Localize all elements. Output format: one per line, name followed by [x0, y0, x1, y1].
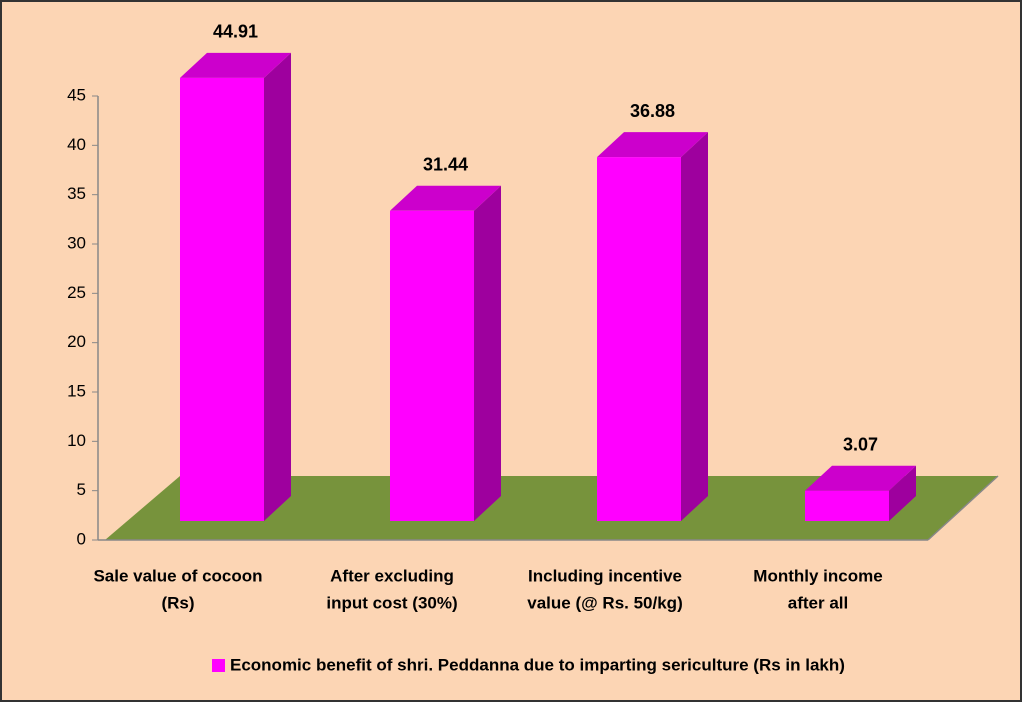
bar-side: [889, 465, 916, 521]
bar-top: [390, 185, 501, 211]
value-label: 3.07: [843, 434, 878, 454]
value-label: 31.44: [423, 155, 468, 175]
bar-side: [474, 185, 501, 522]
y-tick-label: 5: [77, 480, 86, 499]
bar-top: [805, 465, 916, 491]
legend-label: Economic benefit of shri. Peddanna due t…: [230, 655, 845, 674]
bar-top: [180, 52, 291, 78]
x-tick-label: after all: [788, 593, 848, 612]
floor: [105, 476, 998, 540]
value-label: 36.88: [630, 101, 675, 121]
x-tick-label: input cost (30%): [326, 593, 457, 612]
bar: [597, 157, 681, 521]
legend-swatch: [212, 659, 225, 672]
bar-side: [264, 52, 291, 521]
y-tick-label: 35: [67, 184, 86, 203]
x-tick-label: (Rs): [161, 593, 194, 612]
bar-side: [681, 132, 708, 521]
bar: [390, 210, 474, 522]
x-tick-label: Monthly income: [753, 566, 882, 585]
x-tick-label: value (@ Rs. 50/kg): [527, 593, 682, 612]
bar: [805, 490, 889, 521]
x-tick-label: Sale value of cocoon: [93, 566, 262, 585]
value-label: 44.91: [213, 22, 258, 42]
y-tick-label: 10: [67, 431, 86, 450]
bar-top: [597, 132, 708, 158]
y-tick-label: 45: [67, 85, 86, 104]
y-tick-label: 20: [67, 332, 86, 351]
x-tick-label: Including incentive: [528, 566, 682, 585]
bar: [180, 77, 264, 521]
floor-edge: [927, 475, 999, 541]
y-tick-label: 0: [77, 529, 86, 548]
y-tick-label: 30: [67, 233, 86, 252]
y-tick-label: 25: [67, 283, 86, 302]
x-tick-label: After excluding: [330, 566, 454, 585]
y-tick-label: 40: [67, 135, 86, 154]
y-tick-label: 15: [67, 381, 86, 400]
